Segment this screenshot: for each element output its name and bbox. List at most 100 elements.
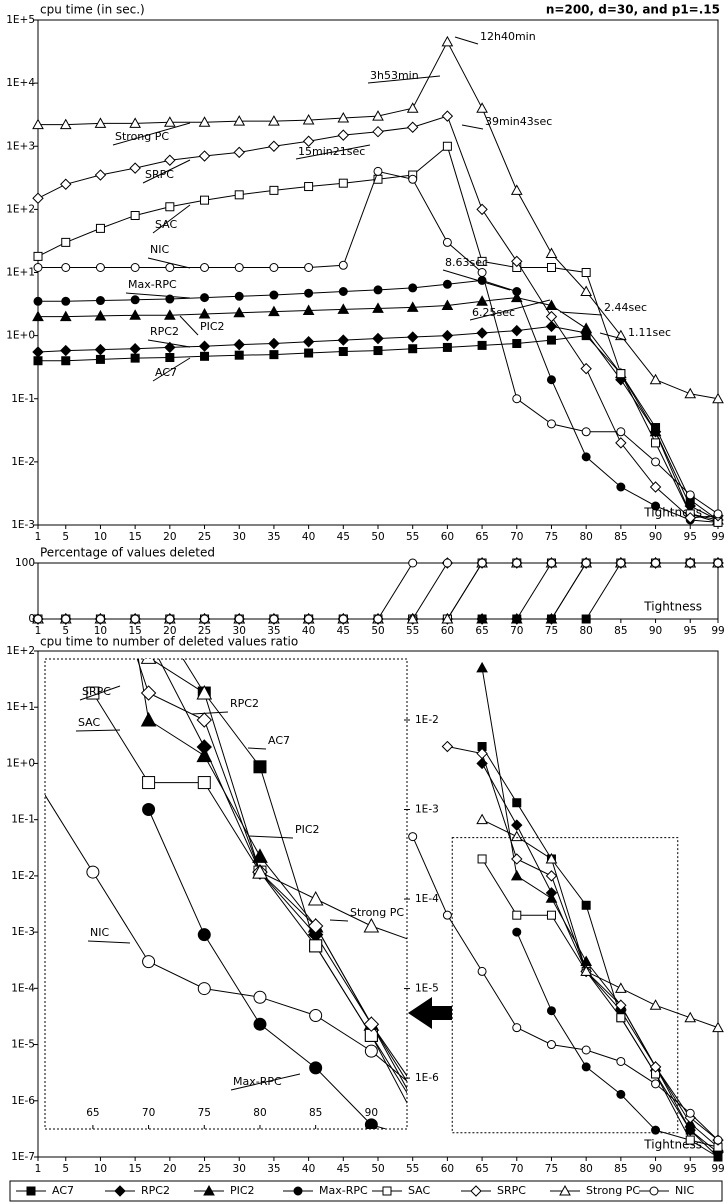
marker: [477, 268, 487, 277]
marker: [649, 481, 662, 493]
x-tick-label: 5: [62, 1163, 69, 1175]
marker: [61, 356, 71, 366]
callout-leader: [191, 711, 229, 715]
marker: [233, 115, 246, 126]
callout-leader: [179, 315, 199, 336]
series-callout: RPC2: [230, 697, 259, 710]
x-tick-label: 70: [510, 1163, 523, 1175]
y-tick-label: 1E-3: [11, 519, 35, 531]
y-tick-label: 1E+0: [6, 330, 35, 342]
legend-marker: [293, 1186, 303, 1196]
marker: [234, 291, 244, 301]
marker: [372, 125, 384, 138]
marker: [476, 327, 488, 339]
marker: [95, 263, 105, 273]
marker: [304, 614, 314, 624]
x-tick-label: 20: [163, 1163, 176, 1175]
marker: [466, 1146, 478, 1158]
marker: [337, 303, 350, 314]
series-callout: SRPC: [82, 685, 111, 698]
marker: [140, 685, 157, 701]
legend-marker: [26, 1186, 36, 1196]
legend-marker: [114, 1185, 126, 1197]
x-tick-label: 95: [684, 531, 697, 543]
marker: [649, 425, 662, 437]
marker: [302, 336, 315, 348]
y-tick-label: 1E+1: [6, 701, 35, 713]
marker: [234, 350, 244, 360]
marker: [512, 287, 522, 297]
callout-leader: [152, 204, 191, 234]
legend-marker: [559, 1184, 571, 1196]
marker: [712, 1021, 724, 1033]
y-tick-label: 1E+2: [6, 645, 35, 657]
chart-subtitle: n=200, d=30, and p1=.15: [546, 3, 720, 17]
marker: [421, 1135, 433, 1147]
marker: [338, 178, 348, 188]
marker: [59, 118, 72, 130]
marker: [60, 178, 72, 190]
marker: [373, 614, 383, 624]
x-tick-label: 40: [302, 531, 315, 543]
marker: [408, 558, 418, 568]
marker: [545, 299, 558, 311]
marker: [712, 392, 724, 404]
marker: [337, 129, 350, 141]
marker: [94, 343, 107, 356]
x-tick-label: 30: [233, 1163, 246, 1175]
marker: [512, 339, 522, 349]
x-tick-label: 50: [371, 625, 384, 637]
y-tick-label: 1E+1: [6, 267, 35, 279]
x-tick-label: 90: [649, 531, 662, 543]
x-tick-label: 50: [371, 1163, 384, 1175]
inset-x-tick-label: 80: [253, 1107, 266, 1119]
legend-marker: [470, 1185, 482, 1197]
legend-frame: [9, 1180, 723, 1202]
callout-leader: [329, 919, 349, 922]
legend-label: PIC2: [230, 1184, 255, 1197]
marker: [512, 614, 522, 624]
marker: [233, 146, 245, 159]
legend-label: SAC: [408, 1184, 431, 1197]
y-tick-label: 1E-6: [11, 1095, 35, 1107]
annotation: 39min43sec: [485, 115, 552, 128]
marker: [302, 114, 315, 125]
inset-x-tick-label: 75: [198, 1107, 211, 1119]
x-tick-label: 20: [163, 531, 176, 543]
marker: [130, 353, 140, 363]
marker: [129, 343, 141, 355]
marker: [581, 1045, 591, 1055]
marker: [546, 419, 556, 429]
marker: [616, 1056, 626, 1066]
callout-leader: [230, 1073, 301, 1091]
marker: [406, 102, 419, 113]
chart-title: cpu time to number of deleted values rat…: [40, 635, 298, 649]
marker: [94, 309, 107, 321]
marker: [95, 354, 105, 364]
x-tick-label: 5: [62, 531, 69, 543]
marker: [234, 263, 244, 273]
legend-label: Strong PC: [586, 1184, 640, 1197]
marker: [546, 558, 556, 568]
marker: [233, 338, 245, 351]
marker: [197, 928, 211, 942]
series-callout: Strong PC: [350, 906, 404, 919]
x-tick-label: 90: [649, 625, 662, 637]
marker: [512, 910, 522, 920]
marker: [546, 335, 556, 345]
marker: [441, 329, 454, 342]
callout-leader: [147, 257, 191, 269]
x-tick-label: 99: [711, 531, 724, 543]
marker: [684, 512, 696, 524]
x-tick-label: 65: [475, 531, 488, 543]
marker: [309, 939, 323, 953]
marker: [546, 1040, 556, 1050]
x-tick-label: 20: [163, 625, 176, 637]
marker: [373, 346, 383, 356]
marker: [373, 166, 383, 176]
legend-label: RPC2: [141, 1184, 170, 1197]
series-line: [481, 819, 719, 1029]
marker: [510, 869, 523, 881]
marker: [477, 614, 487, 624]
marker: [200, 614, 210, 624]
